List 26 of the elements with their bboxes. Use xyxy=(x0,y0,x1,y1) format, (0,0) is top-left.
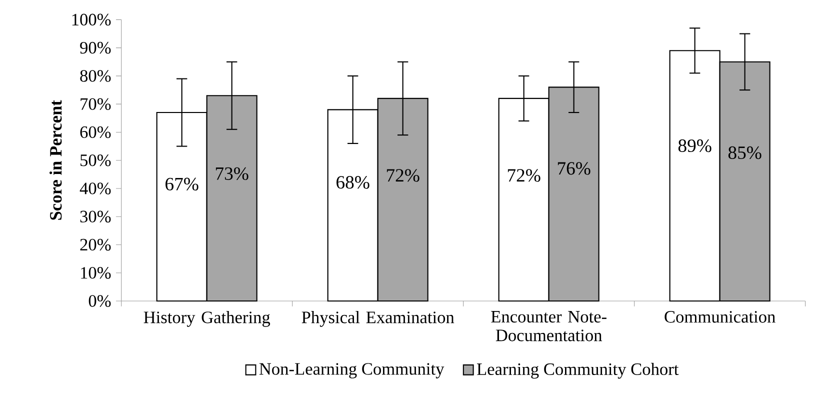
y-tick-label: 80% xyxy=(80,70,111,82)
x-tick-label: Physical Examination xyxy=(302,311,454,327)
y-tick-label: 90% xyxy=(80,42,111,54)
x-tick-label: History Gathering xyxy=(144,311,270,327)
y-tick-label: 30% xyxy=(80,210,111,222)
data-label: 68% xyxy=(336,176,370,189)
y-tick-label: 0% xyxy=(88,295,111,307)
x-tick-label: Communication xyxy=(664,311,776,323)
x-tick-label: Encounter Note-Documentation xyxy=(491,311,606,342)
y-tick-label: 50% xyxy=(80,154,111,166)
data-label: 73% xyxy=(216,167,248,180)
y-axis-title: Score in Percent xyxy=(50,100,62,220)
y-tick-label: 100% xyxy=(72,14,111,26)
y-tick-label: 40% xyxy=(80,182,111,194)
y-tick-label: 60% xyxy=(80,126,111,138)
y-tick-label: 70% xyxy=(80,98,111,110)
data-label: 76% xyxy=(558,162,590,175)
legend-label: Non-Learning Community xyxy=(259,363,444,378)
data-label: 89% xyxy=(678,139,712,152)
data-label: 72% xyxy=(386,169,420,182)
data-label: 72% xyxy=(508,169,540,182)
y-tick-label: 10% xyxy=(81,266,111,279)
data-label: 67% xyxy=(166,178,198,190)
data-label: 85% xyxy=(728,146,762,160)
y-tick-label: 20% xyxy=(80,238,111,251)
legend-label: Learning Community Cohort xyxy=(476,362,679,379)
